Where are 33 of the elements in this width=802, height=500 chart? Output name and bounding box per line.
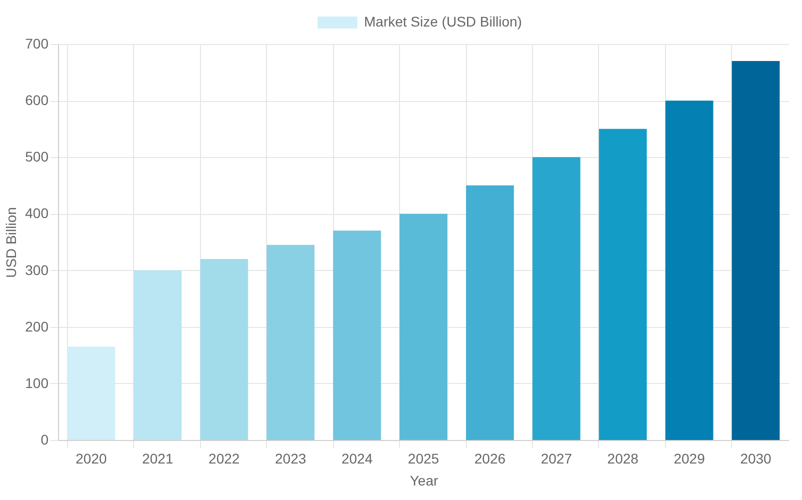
bar <box>400 214 448 440</box>
legend-label: Market Size (USD Billion) <box>364 14 522 30</box>
y-tick-label: 700 <box>25 36 49 52</box>
bar <box>532 157 580 440</box>
bar <box>67 346 116 440</box>
bar <box>333 230 381 440</box>
bar <box>134 270 182 440</box>
bar <box>598 128 647 440</box>
x-tick-label: 2022 <box>208 450 240 466</box>
x-tick-label: 2029 <box>674 450 706 466</box>
bar <box>665 100 714 440</box>
x-tick-label: 2027 <box>540 450 572 466</box>
x-tick-label: 2024 <box>341 450 373 466</box>
y-tick-label: 300 <box>25 262 49 278</box>
y-tick-label: 100 <box>25 374 49 391</box>
x-tick-label: 2023 <box>275 450 306 466</box>
bar <box>266 244 315 440</box>
y-tick-label: 600 <box>25 92 49 108</box>
x-tick-label: 2025 <box>408 450 440 466</box>
x-tick-label: 2030 <box>740 450 772 466</box>
y-tick-label: 400 <box>25 205 49 222</box>
x-tick-label: 2028 <box>607 450 639 466</box>
bar <box>200 258 248 440</box>
y-tick-label: 500 <box>25 148 49 165</box>
bar <box>466 185 514 440</box>
y-tick-label: 0 <box>40 432 49 448</box>
x-tick-label: 2020 <box>76 450 108 466</box>
x-tick-label: 2021 <box>142 450 174 466</box>
x-axis-title: Year <box>410 472 438 488</box>
y-axis-title: USD Billion <box>3 207 20 278</box>
x-tick-label: 2026 <box>474 450 506 466</box>
bar <box>732 60 780 440</box>
y-tick-label: 200 <box>25 318 49 334</box>
